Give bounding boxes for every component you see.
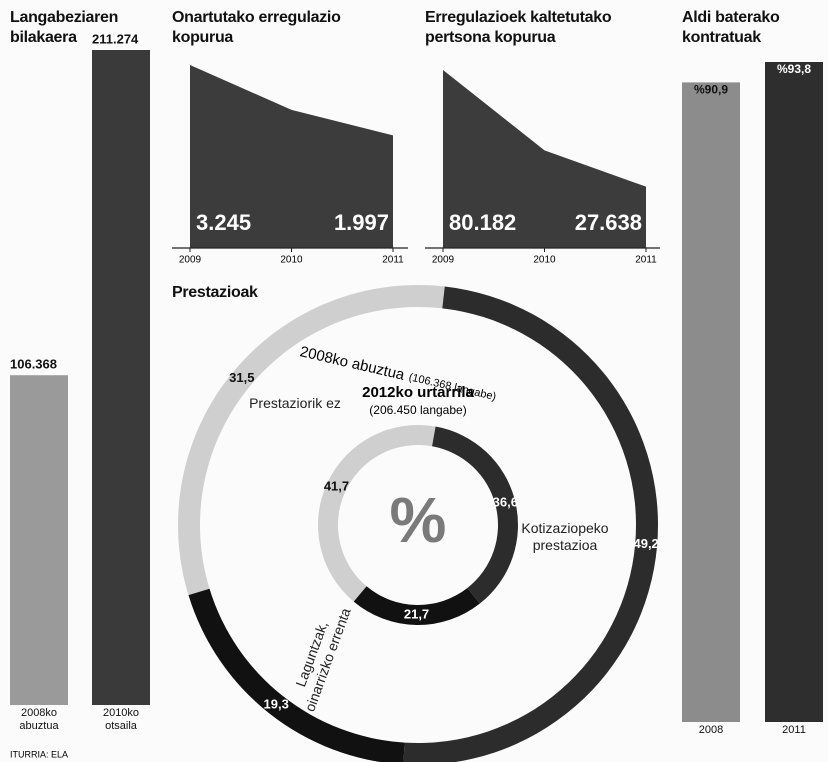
value-label: 3.245 [196,210,251,235]
chart-title: Prestazioak [172,284,258,301]
bar [682,82,740,722]
value-label: %93,8 [777,62,811,76]
x-tick-label: 2010ko otsaila [102,707,140,732]
area [443,70,646,248]
x-tick-label: 2008ko abuztua [19,707,59,732]
bar [92,50,150,705]
value-label: 41,7 [324,478,349,493]
chart-title: Langabeziaren bilakaera [10,9,119,46]
value-label: 80.182 [449,210,516,235]
donut-segment [177,285,445,596]
x-tick-label: 2010 [280,255,303,266]
x-tick-label: 2008 [698,724,724,736]
category-label: Kotizaziopeko prestazioa [521,520,609,553]
value-label: 27.638 [575,210,642,235]
value-label: 106.368 [10,357,57,372]
value-label: 211.274 [92,31,139,46]
donut-segment [188,588,405,762]
value-label: 1.997 [334,210,389,235]
ring-subtitle: (206.450 langabe) [369,403,466,417]
x-tick-label: 2009 [179,255,202,266]
ring-name: 2008ko abuztua [298,343,406,384]
x-tick-label: 2011 [382,255,404,266]
chart-title: Aldi baterako kontratuak [682,9,780,46]
x-tick-label: 2011 [635,255,657,266]
chart-title: Onartutako erregulazio kopurua [172,9,341,46]
value-label: 36,6 [493,495,518,510]
value-label: %90,9 [694,83,728,97]
x-tick-label: 2009 [432,255,455,266]
center-label: % [390,484,447,556]
bar [10,375,68,705]
x-tick-label: 2011 [782,724,806,736]
category-label: Prestaziorik ez [249,395,341,411]
ring-name: 2012ko urtarrila [362,384,474,401]
chart-title: Erregulazioek kaltetutako pertsona kopur… [425,9,612,46]
donut-segment [353,586,480,625]
value-label: 31,5 [229,370,254,385]
donut-segment [318,425,436,602]
area [190,65,393,248]
bar [765,62,823,722]
source: ITURRIA: ELA [10,749,68,759]
value-label: 21,7 [404,606,429,621]
donut-segment [432,426,518,604]
value-label: 19,3 [264,696,289,711]
x-tick-label: 2010 [533,255,556,266]
value-label: 49,2 [633,536,658,551]
